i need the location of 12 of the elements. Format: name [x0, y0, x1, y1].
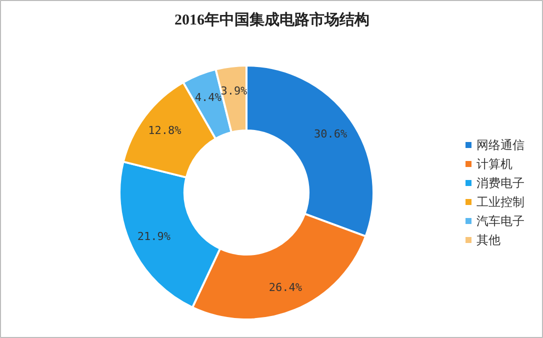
legend-label: 网络通信 [476, 138, 524, 152]
data-label: 21.9% [137, 230, 171, 243]
data-label: 12.8% [148, 124, 182, 138]
data-label: 26.4% [268, 280, 302, 294]
data-label: 4.4% [194, 90, 222, 104]
legend-label: 其他 [476, 233, 500, 247]
chart-title: 2016年中国集成电路市场结构 [174, 10, 370, 28]
legend-label: 汽车电子 [476, 214, 524, 228]
data-label: 30.6% [314, 127, 348, 140]
legend-label: 计算机 [476, 157, 512, 171]
legend-label: 消费电子 [476, 176, 524, 190]
legend-label: 工业控制 [476, 195, 524, 209]
